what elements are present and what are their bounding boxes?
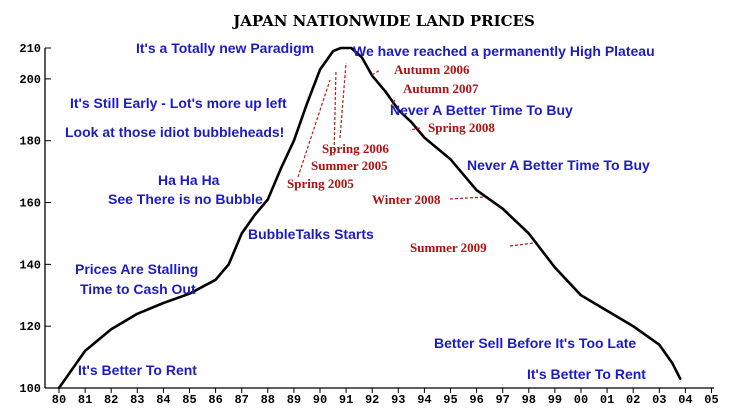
annotation-blue: We have reached a permanently High Plate… — [353, 43, 655, 59]
x-tick-label: 97 — [495, 393, 509, 407]
y-tick-label: 100 — [19, 382, 41, 396]
x-tick-label: 80 — [52, 393, 66, 407]
annotation-red: Autumn 2007 — [403, 81, 479, 96]
x-tick-label: 88 — [261, 393, 275, 407]
arrow-autumn-2006 — [371, 69, 381, 76]
annotation-blue: Better Sell Before It's Too Late — [434, 335, 636, 351]
annotation-blue: It's Better To Rent — [78, 362, 197, 378]
x-tick-label: 02 — [626, 393, 640, 407]
arrow-spring-2005 — [297, 79, 331, 178]
x-tick-label: 82 — [104, 393, 118, 407]
annotation-blue: See There is no Bubble — [108, 191, 263, 207]
y-tick-label: 200 — [19, 73, 41, 87]
x-tick-label: 93 — [391, 393, 405, 407]
x-tick-label: 04 — [678, 393, 692, 407]
axes — [44, 48, 714, 389]
x-tick-label: 00 — [574, 393, 588, 407]
x-tick-label: 89 — [287, 393, 301, 407]
x-tick-label: 01 — [600, 393, 614, 407]
x-tick-label: 99 — [548, 393, 562, 407]
annotation-blue: It's Better To Rent — [527, 366, 646, 382]
x-tick-label: 90 — [313, 393, 327, 407]
x-tick-label: 94 — [417, 393, 431, 407]
annotation-blue: Ha Ha Ha — [158, 172, 220, 188]
annotation-blue: Look at those idiot bubbleheads! — [65, 124, 284, 140]
x-tick-label: 84 — [156, 393, 170, 407]
x-tick-label: 96 — [469, 393, 483, 407]
annotation-red: Spring 2006 — [322, 141, 389, 156]
y-tick-label: 210 — [19, 42, 41, 56]
annotation-blue: Never A Better Time To Buy — [467, 157, 650, 173]
x-tick-label: 81 — [78, 393, 92, 407]
annotation-red: Spring 2008 — [428, 120, 495, 135]
x-tick-label: 03 — [652, 393, 666, 407]
annotation-blue: Prices Are Stalling — [75, 261, 198, 277]
y-tick-label: 160 — [19, 197, 41, 211]
x-tick-label: 95 — [443, 393, 457, 407]
arrow-summer-2009 — [509, 242, 535, 247]
annotation-red: Winter 2008 — [372, 192, 441, 207]
annotation-blue: It's Still Early - Lot's more up left — [70, 95, 287, 111]
arrow-spring-2006 — [339, 62, 347, 139]
annotation-blue: Never A Better Time To Buy — [390, 102, 573, 118]
annotation-red: Summer 2005 — [311, 158, 388, 173]
x-tick-label: 83 — [130, 393, 144, 407]
chart-title: JAPAN NATIONWIDE LAND PRICES — [231, 12, 535, 30]
arrow-summer-2005 — [333, 69, 337, 156]
annotation-red: Summer 2009 — [410, 240, 487, 255]
x-tick-label: 86 — [208, 393, 222, 407]
x-tick-label: 87 — [234, 393, 248, 407]
y-tick-label: 180 — [19, 135, 41, 149]
annotation-blue: Time to Cash Out — [80, 281, 196, 297]
x-tick-label: 98 — [522, 393, 536, 407]
blue-annotations: It's a Totally new Paradigm We have reac… — [65, 40, 655, 382]
x-tick-label: 92 — [365, 393, 379, 407]
x-tick-label: 05 — [704, 393, 718, 407]
y-tick-label: 140 — [19, 258, 41, 272]
arrow-autumn-2007 — [390, 99, 396, 107]
annotation-blue: It's a Totally new Paradigm — [136, 40, 314, 56]
annotation-arrows — [297, 62, 535, 247]
y-tick-label: 120 — [19, 320, 41, 334]
annotation-blue: BubbleTalks Starts — [248, 226, 374, 242]
arrow-spring-2008 — [409, 127, 421, 131]
annotation-red: Autumn 2006 — [394, 62, 470, 77]
red-annotations: Autumn 2006 Autumn 2007 Spring 2008 Spri… — [287, 62, 495, 255]
arrow-winter-2008 — [449, 196, 485, 200]
annotation-red: Spring 2005 — [287, 176, 354, 191]
x-tick-label: 85 — [182, 393, 196, 407]
series-line — [57, 46, 682, 390]
x-tick-label: 91 — [339, 393, 353, 407]
